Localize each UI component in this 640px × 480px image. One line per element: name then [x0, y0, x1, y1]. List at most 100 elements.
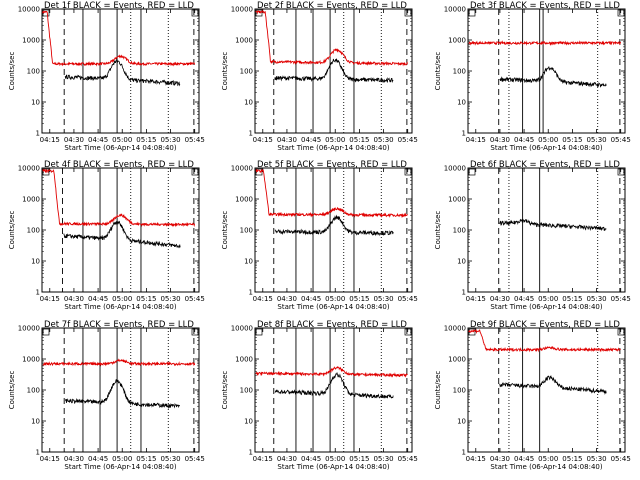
x-tick-label: 04:45 [301, 136, 321, 144]
x-axis-label: Start Time (06-Apr-14 04:08:40) [277, 303, 389, 311]
panel-5: Det 5f BLACK = Events, RED = LLD 1 10 100 10… [221, 160, 418, 311]
x-tick-label: 04:30 [277, 455, 297, 463]
x-tick-label: 05:00 [325, 136, 345, 144]
x-tick-label: 05:45 [611, 455, 631, 463]
x-tick-label: 04:30 [490, 136, 510, 144]
x-tick-label: 04:45 [301, 295, 321, 303]
x-tick-label: 04:15 [253, 136, 273, 144]
red-lld-series [42, 168, 196, 228]
x-tick-label: 05:45 [398, 455, 418, 463]
panel-8: Det 8f BLACK = Events, RED = LLD 1 10 100 10… [221, 320, 418, 471]
plot-frame [254, 327, 413, 453]
x-tick-label: 05:00 [112, 136, 132, 144]
y-axis-label: Counts/sec [8, 52, 16, 91]
x-tick-label: 04:30 [277, 136, 297, 144]
y-tick-label: 100 [240, 227, 253, 235]
panel-title: Det 3f BLACK = Events, RED = LLD [470, 1, 620, 11]
black-events-series [499, 375, 607, 395]
x-tick-label: 05:30 [373, 295, 393, 303]
y-tick-label: 100 [27, 68, 40, 76]
corner-marker [617, 9, 625, 17]
y-axis-label: Counts/sec [8, 211, 16, 250]
panel-7: Det 7f BLACK = Events, RED = LLD 1 10 100 10… [8, 320, 205, 471]
corner-marker [255, 328, 263, 336]
y-tick-label: 1000 [22, 196, 40, 204]
panel-title: Det 2f BLACK = Events, RED = LLD [257, 1, 407, 11]
x-tick-label: 04:15 [40, 455, 60, 463]
corner-marker [468, 168, 476, 176]
x-axis-label: Start Time (06-Apr-14 04:08:40) [490, 303, 602, 311]
red-lld-series [42, 10, 196, 67]
y-tick-label: 10000 [444, 6, 466, 14]
x-tick-label: 05:15 [136, 455, 156, 463]
x-tick-label: 05:15 [136, 136, 156, 144]
y-tick-label: 1 [249, 289, 253, 297]
panel-9: Det 9f BLACK = Events, RED = LLD 1 10 100 10… [434, 320, 631, 471]
x-axis-label: Start Time (06-Apr-14 04:08:40) [277, 463, 389, 471]
x-tick-label: 05:45 [611, 136, 631, 144]
y-axis-label: Counts/sec [8, 371, 16, 410]
corner-marker [191, 168, 199, 176]
corner-marker [617, 328, 625, 336]
x-tick-label: 05:30 [373, 455, 393, 463]
x-tick-label: 04:15 [466, 455, 486, 463]
panel-title: Det 4f BLACK = Events, RED = LLD [44, 160, 194, 170]
y-axis-label: Counts/sec [221, 371, 229, 410]
x-tick-label: 04:15 [466, 295, 486, 303]
y-tick-label: 10000 [444, 165, 466, 173]
x-tick-label: 05:00 [112, 295, 132, 303]
y-tick-label: 1 [462, 449, 466, 457]
y-tick-label: 1000 [22, 356, 40, 364]
y-axis-label: Counts/sec [434, 211, 442, 250]
corner-marker [255, 9, 263, 17]
y-tick-label: 10000 [18, 6, 40, 14]
x-tick-label: 05:15 [349, 455, 369, 463]
black-events-series [64, 57, 181, 87]
y-tick-label: 10000 [231, 165, 253, 173]
x-tick-label: 04:45 [514, 295, 534, 303]
corner-marker [404, 328, 412, 336]
plot-frame [41, 167, 200, 293]
y-tick-label: 1 [249, 130, 253, 138]
panel-title: Det 9f BLACK = Events, RED = LLD [470, 320, 620, 330]
y-tick-label: 10 [457, 418, 466, 426]
y-tick-label: 10 [244, 418, 253, 426]
x-tick-label: 05:15 [349, 136, 369, 144]
y-tick-label: 1000 [448, 356, 466, 364]
x-tick-label: 05:30 [586, 455, 606, 463]
y-tick-label: 1000 [448, 196, 466, 204]
black-events-series [274, 372, 394, 399]
panel-title: Det 6f BLACK = Events, RED = LLD [470, 160, 620, 170]
y-tick-label: 100 [27, 227, 40, 235]
x-tick-label: 04:45 [301, 455, 321, 463]
x-tick-label: 05:00 [325, 455, 345, 463]
x-tick-label: 05:30 [586, 295, 606, 303]
red-lld-series [468, 328, 621, 353]
x-tick-label: 05:15 [349, 295, 369, 303]
y-axis-label: Counts/sec [221, 211, 229, 250]
x-tick-label: 04:45 [88, 455, 108, 463]
black-events-series [63, 220, 181, 249]
plot-frame [254, 8, 413, 134]
corner-marker [617, 168, 625, 176]
x-axis-label: Start Time (06-Apr-14 04:08:40) [490, 463, 602, 471]
y-axis-label: Counts/sec [434, 371, 442, 410]
x-axis-label: Start Time (06-Apr-14 04:08:40) [64, 144, 176, 152]
x-tick-label: 05:45 [185, 295, 205, 303]
y-tick-label: 10 [31, 99, 40, 107]
y-tick-label: 10 [244, 258, 253, 266]
red-lld-series [42, 358, 196, 367]
black-events-series [64, 378, 180, 410]
x-tick-label: 05:00 [112, 455, 132, 463]
y-tick-label: 10 [244, 99, 253, 107]
x-tick-label: 04:45 [514, 136, 534, 144]
x-tick-label: 05:30 [373, 136, 393, 144]
y-tick-label: 1000 [235, 196, 253, 204]
y-tick-label: 1000 [235, 37, 253, 45]
panel-title: Det 1f BLACK = Events, RED = LLD [44, 1, 194, 11]
x-tick-label: 04:30 [490, 295, 510, 303]
y-tick-label: 100 [27, 387, 40, 395]
black-events-series [499, 218, 607, 232]
y-tick-label: 1000 [448, 37, 466, 45]
x-tick-label: 04:15 [253, 295, 273, 303]
